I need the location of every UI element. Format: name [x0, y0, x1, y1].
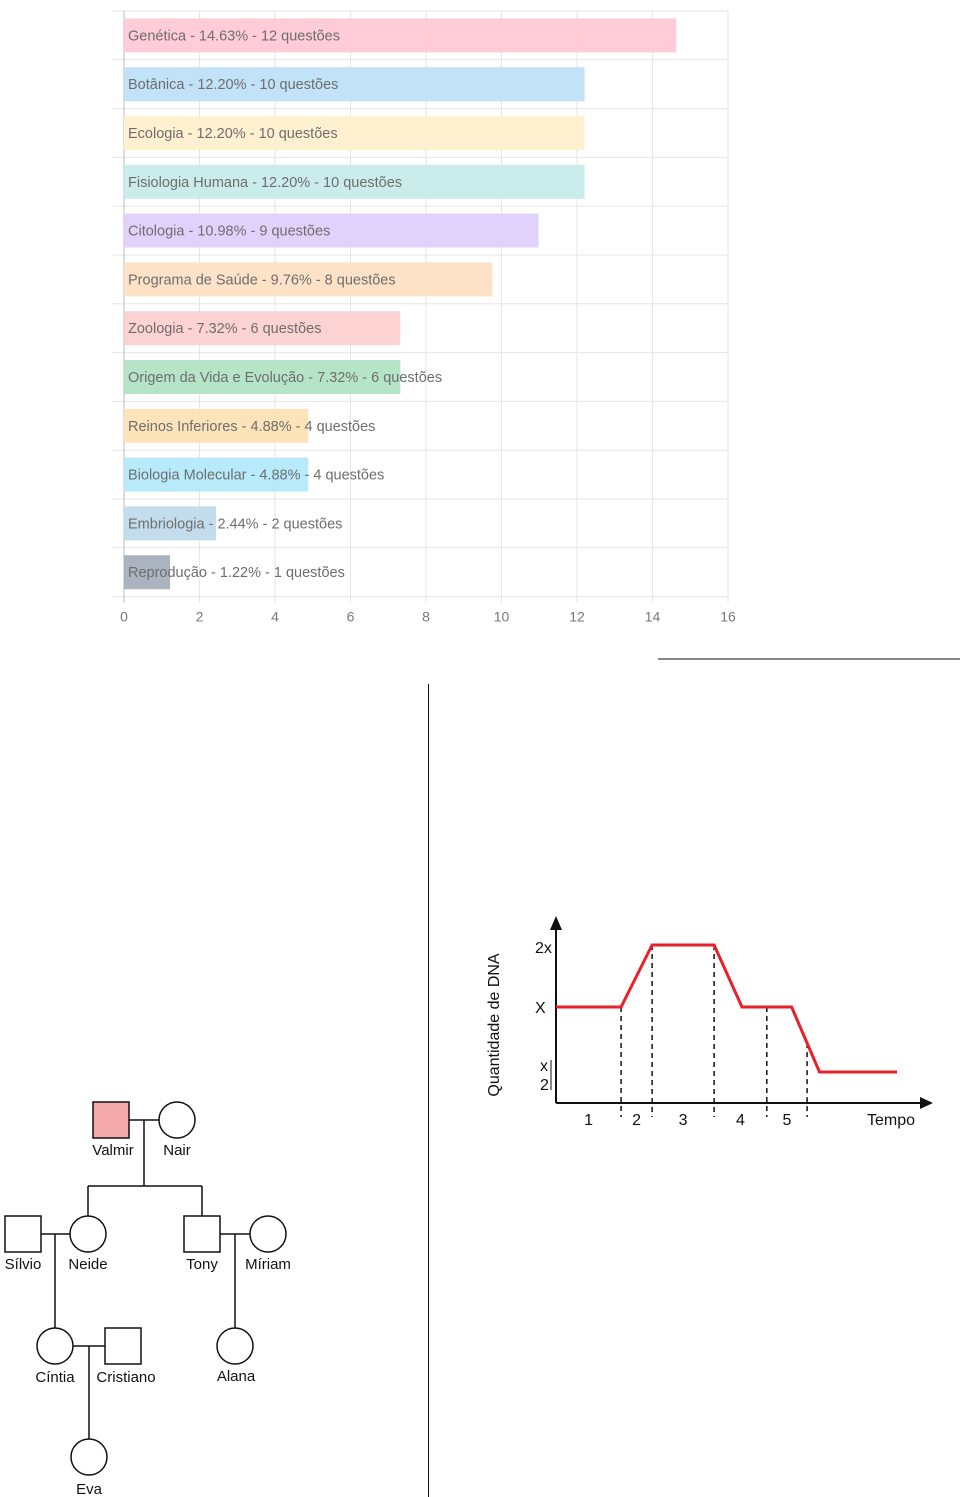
phase-label: 4: [736, 1112, 745, 1129]
y-tick-half-num: x: [540, 1058, 548, 1075]
bar[interactable]: [124, 18, 677, 53]
name-valmir: Valmir: [92, 1142, 133, 1159]
name-nair: Nair: [163, 1142, 191, 1159]
bar-label: Origem da Vida e Evolução - 7.32% - 6 qu…: [128, 370, 442, 386]
bar-label: Biologia Molecular - 4.88% - 4 questões: [128, 468, 384, 484]
phase-label: 2: [632, 1112, 641, 1129]
x-tick-label: 12: [569, 609, 585, 625]
y-tick-2x: 2x: [535, 940, 552, 957]
name-silvio: Sílvio: [5, 1256, 42, 1273]
x-tick-label: 14: [645, 609, 661, 625]
cristiano-male-symbol: [104, 1327, 142, 1365]
bar-label: Genética - 14.63% - 12 questões: [128, 28, 340, 44]
bar-label: Reinos Inferiores - 4.88% - 4 questões: [128, 419, 375, 435]
tony-male-symbol: [183, 1215, 221, 1253]
bar-label: Citologia - 10.98% - 9 questões: [128, 224, 330, 240]
name-cintia: Cíntia: [35, 1369, 75, 1386]
nair-female-symbol: [158, 1101, 196, 1139]
bar-label: Botânica - 12.20% - 10 questões: [128, 77, 338, 93]
neide-female-symbol: [69, 1215, 107, 1253]
phase-label: 5: [782, 1112, 791, 1129]
phase-label: 1: [584, 1112, 593, 1129]
name-miriam: Míriam: [245, 1256, 291, 1273]
y-tick-x: X: [535, 1000, 546, 1017]
bar[interactable]: [124, 457, 309, 492]
bar-label: Reprodução - 1.22% - 1 questões: [128, 565, 345, 581]
axes: [555, 926, 922, 1104]
x-tick-label: 8: [422, 609, 430, 625]
x-tick-label: 2: [196, 609, 204, 625]
bar[interactable]: [124, 360, 401, 394]
x-tick-label: 16: [720, 609, 736, 625]
bar[interactable]: [124, 311, 401, 346]
eva-female-symbol: [70, 1438, 108, 1476]
bar-label: Programa de Saúde - 9.76% - 8 questões: [128, 272, 396, 288]
bar[interactable]: [124, 262, 493, 297]
phase-label: 3: [679, 1112, 688, 1129]
bar-label: Embriologia - 2.44% - 2 questões: [128, 516, 342, 532]
cintia-female-symbol: [36, 1327, 74, 1365]
name-neide: Neide: [68, 1256, 107, 1273]
subject-bar-chart: 0 2 4 6 8 10 12 14 16 Genética - 14.63% - 12 ques…: [112, 10, 736, 625]
dna-line: [556, 943, 897, 1074]
bar-label: Zoologia - 7.32% - 6 questões: [128, 321, 321, 337]
x-tick-label: 0: [120, 609, 128, 625]
name-tony: Tony: [186, 1256, 218, 1273]
x-tick-label: 4: [271, 609, 279, 625]
silvio-male-symbol: [4, 1215, 42, 1253]
y-tick-half-den: 2: [540, 1077, 549, 1094]
bar[interactable]: [124, 116, 585, 150]
x-tick-label: 6: [347, 609, 355, 625]
valmir-affected-male-symbol: [92, 1101, 130, 1139]
bar[interactable]: [124, 67, 585, 102]
name-cristiano: Cristiano: [96, 1369, 155, 1386]
bar[interactable]: [124, 555, 171, 590]
x-axis-arrow-icon: [920, 1097, 933, 1109]
bar[interactable]: [124, 164, 585, 199]
alana-female-symbol: [216, 1327, 254, 1365]
name-eva: Eva: [76, 1481, 103, 1497]
x-tick-label: 10: [494, 609, 510, 625]
y-axis-arrow-icon: [550, 916, 562, 930]
y-axis-label: Quantidade de DNA: [486, 953, 503, 1097]
bar-label: Ecologia - 12.20% - 10 questões: [128, 126, 338, 142]
bar-label: Fisiologia Humana - 12.20% - 10 questões: [128, 175, 402, 191]
bar[interactable]: [124, 213, 539, 248]
bar[interactable]: [124, 506, 217, 541]
miriam-female-symbol: [249, 1215, 287, 1253]
x-axis-label: Tempo: [867, 1112, 915, 1129]
name-alana: Alana: [217, 1368, 256, 1385]
bar[interactable]: [124, 408, 309, 443]
